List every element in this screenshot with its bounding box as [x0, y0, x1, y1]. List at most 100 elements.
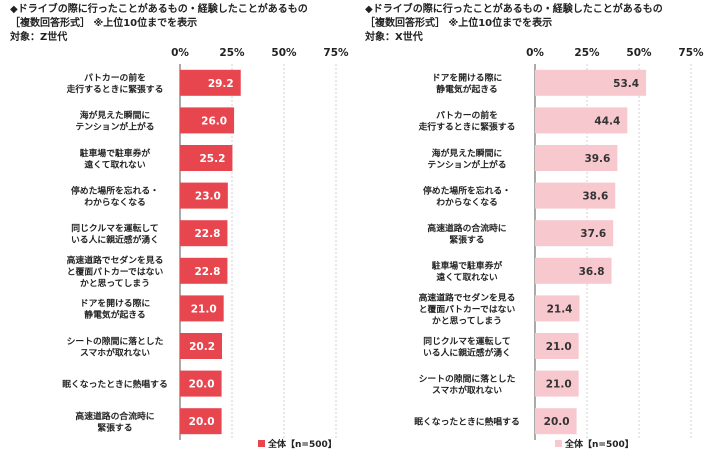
- category-label: 高速道路でセダンを見る: [419, 291, 516, 303]
- category-label: テンションが上がる: [75, 121, 154, 133]
- category-label: 静電気が起きる: [436, 83, 497, 95]
- category-label: ドアを開ける際に: [80, 297, 151, 309]
- bar: [180, 107, 235, 134]
- bar-value-label: 22.8: [195, 228, 221, 240]
- category-label: わからなくなる: [84, 197, 146, 208]
- category-label: 停めた場所を忘れる・: [71, 184, 159, 196]
- bar-value-label: 53.4: [613, 78, 639, 90]
- category-label: と覆面パトカーではない: [419, 303, 516, 315]
- category-label: 高速道路でセダンを見る: [67, 254, 164, 266]
- category-label: いる人に親近感が湧く: [423, 346, 511, 358]
- category-label: ドアを開ける際に: [432, 72, 503, 84]
- category-label: 眠くなったときに熱唱する: [414, 416, 520, 428]
- bar-value-label: 20.0: [189, 379, 215, 391]
- category-label: 高速道路の合流時に: [427, 222, 506, 234]
- bar-value-label: 21.0: [546, 341, 572, 353]
- legend-label: 全体【n=500】: [268, 440, 337, 450]
- bar: [535, 257, 612, 284]
- bar-value-label: 20.0: [189, 416, 215, 428]
- category-label: パトカーの前を: [84, 72, 146, 84]
- category-label: 緊張する: [97, 422, 132, 433]
- category-label: テンションが上がる: [427, 158, 506, 170]
- bar: [535, 69, 647, 96]
- chart-panel-x: ◆ドライブの際に行ったことがあるもの・経験したことがあるもの ［複数回答形式］ …: [355, 0, 710, 474]
- bar: [535, 182, 616, 209]
- bar: [535, 107, 628, 134]
- category-label: 遠くて取れない: [84, 158, 146, 170]
- bar: [535, 408, 577, 435]
- x-tick-label: 50%: [626, 47, 652, 59]
- x-tick-label: 0%: [171, 47, 189, 59]
- category-label: 緊張する: [449, 234, 484, 245]
- bar-value-label: 21.0: [546, 379, 572, 391]
- category-label: いる人に親近感が湧く: [71, 233, 159, 245]
- category-label: 静電気が起きる: [84, 309, 145, 321]
- bar-value-label: 23.0: [195, 191, 221, 203]
- bar: [535, 370, 579, 397]
- chart-subtitle: ［複数回答形式］ ※上位10位までを表示: [365, 18, 553, 29]
- category-label: かと思ってしまう: [80, 278, 150, 289]
- bar: [180, 182, 228, 209]
- bar: [180, 295, 224, 322]
- chart-legend: 全体【n=500】: [258, 437, 337, 450]
- category-label: 同じクルマを運転して: [423, 335, 510, 347]
- chart-title: ◆ドライブの際に行ったことがあるもの・経験したことがあるもの: [365, 4, 663, 15]
- chart-panel-z: ◆ドライブの際に行ったことがあるもの・経験したことがあるもの ［複数回答形式］ …: [10, 4, 349, 450]
- bar: [180, 257, 228, 284]
- bar: [180, 220, 228, 247]
- category-label: パトカーの前を: [436, 109, 498, 121]
- bar: [535, 220, 614, 247]
- category-label: と覆面パトカーではない: [67, 265, 164, 277]
- chart-legend: 全体【n=500】: [555, 437, 634, 450]
- category-label: シートの隙間に落とした: [419, 372, 516, 384]
- category-label: 走行するときに緊張する: [67, 83, 164, 95]
- bar-value-label: 25.2: [199, 153, 225, 165]
- bar: [180, 69, 241, 96]
- x-tick-label: 25%: [219, 47, 245, 59]
- x-tick-label: 50%: [271, 47, 297, 59]
- bar-value-label: 26.0: [201, 115, 227, 127]
- x-tick-label: 75%: [678, 47, 704, 59]
- chart-target: 対象：X世代: [365, 32, 423, 43]
- category-label: 高速道路の合流時に: [75, 410, 154, 422]
- bar: [180, 408, 222, 435]
- chart-subtitle: ［複数回答形式］ ※上位10位までを表示: [10, 18, 198, 29]
- bar-value-label: 22.8: [195, 266, 221, 278]
- category-label: 駐車場で駐車券が: [432, 260, 503, 272]
- category-label: スマホが取れない: [432, 384, 502, 396]
- x-tick-label: 25%: [574, 47, 600, 59]
- category-label: スマホが取れない: [80, 346, 150, 358]
- bar: [180, 370, 222, 397]
- bar-value-label: 37.6: [580, 228, 606, 240]
- bar-value-label: 20.0: [544, 416, 570, 428]
- category-label: 駐車場で駐車券が: [80, 147, 151, 159]
- category-label: 海が見えた瞬間に: [80, 109, 151, 121]
- bar-value-label: 44.4: [594, 115, 620, 127]
- category-label: 走行するときに緊張する: [419, 121, 516, 133]
- category-label: シートの隙間に落とした: [67, 335, 164, 347]
- bar-value-label: 21.4: [547, 303, 573, 315]
- category-label: わからなくなる: [436, 197, 498, 208]
- bar-value-label: 21.0: [191, 303, 217, 315]
- bar: [535, 295, 580, 322]
- category-label: 同じクルマを運転して: [71, 222, 158, 234]
- category-label: かと思ってしまう: [432, 315, 502, 326]
- chart-target: 対象：Z世代: [10, 32, 68, 43]
- bar-value-label: 38.6: [582, 191, 608, 203]
- bar-value-label: 36.8: [579, 266, 605, 278]
- bar: [535, 145, 618, 171]
- category-label: 海が見えた瞬間に: [432, 147, 503, 159]
- x-tick-label: 0%: [526, 47, 544, 59]
- legend-label: 全体【n=500】: [565, 440, 634, 450]
- bar-value-label: 29.2: [208, 78, 234, 90]
- legend-swatch: [555, 440, 562, 447]
- category-label: 遠くて取れない: [436, 271, 498, 283]
- legend-swatch: [258, 440, 265, 447]
- bar: [180, 333, 223, 359]
- chart-title: ◆ドライブの際に行ったことがあるもの・経験したことがあるもの: [10, 4, 308, 15]
- category-label: 眠くなったときに熱唱する: [62, 378, 168, 390]
- bar: [535, 333, 579, 359]
- bar: [180, 145, 233, 171]
